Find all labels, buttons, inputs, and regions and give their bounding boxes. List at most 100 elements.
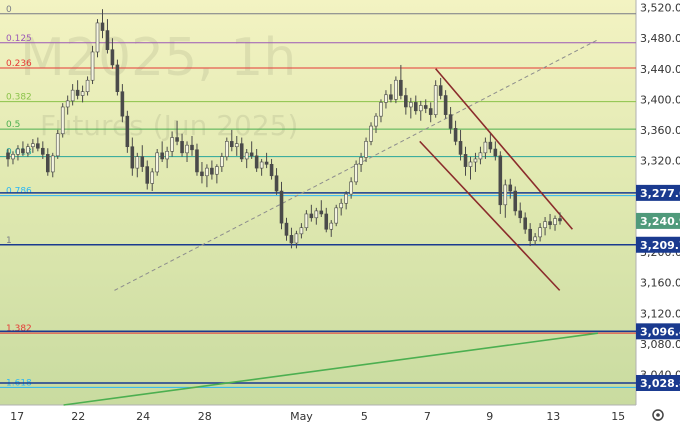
level-tag-1-text: 3,209.7 [640, 239, 680, 252]
candle-body [31, 143, 35, 148]
candle-body [229, 141, 234, 148]
candle [165, 146, 169, 169]
price-tick-label: 3,160.0 [640, 277, 680, 290]
candle [50, 152, 55, 178]
candle-body [314, 210, 319, 219]
time-axis-background [0, 405, 636, 427]
candle [488, 133, 493, 153]
candle [503, 179, 508, 218]
candle-body [155, 152, 159, 173]
candle [334, 204, 339, 227]
candle-body [543, 221, 547, 229]
candle [364, 137, 368, 162]
settings-gear-icon[interactable] [652, 409, 664, 421]
candle-body [120, 91, 125, 117]
candle [384, 90, 388, 109]
candle [394, 76, 398, 104]
candle-body [205, 167, 209, 177]
candle [100, 9, 105, 39]
candle-body [105, 30, 110, 50]
candle [274, 168, 279, 195]
candle-body [329, 222, 334, 230]
candle [85, 76, 90, 96]
candle-body [55, 133, 60, 157]
candle-body [379, 102, 383, 117]
candle [140, 145, 145, 172]
candle-body [21, 148, 25, 154]
candle [418, 100, 423, 121]
candle [36, 137, 40, 152]
candle-body [215, 166, 219, 175]
candle-body [264, 161, 269, 165]
candle [6, 149, 10, 167]
candle [413, 95, 418, 115]
candle [458, 129, 463, 161]
candle [344, 191, 348, 210]
candle-body [185, 144, 189, 154]
candle [528, 223, 532, 247]
candle-body [438, 85, 443, 96]
candle-body [319, 210, 324, 215]
fib-label-1: 0.125 [6, 34, 32, 44]
fib-label-2: 0.236 [6, 59, 32, 69]
candle-body [234, 143, 239, 148]
candle-body [60, 106, 65, 135]
fib-label-6: 0.786 [6, 187, 32, 197]
candle-body [344, 193, 348, 204]
candle-body [503, 184, 508, 206]
candle [130, 137, 135, 176]
candle [558, 212, 562, 225]
candle [483, 137, 488, 159]
trendlines [63, 39, 599, 406]
candle [11, 151, 15, 165]
candle [170, 131, 174, 157]
candle [369, 122, 373, 146]
candle [259, 158, 264, 176]
candle-body [349, 181, 353, 195]
candle [423, 99, 428, 114]
price-tick-label: 3,360.0 [640, 124, 680, 137]
candle [45, 148, 50, 176]
plot-background [0, 0, 636, 405]
candle [354, 160, 358, 185]
candle-body [299, 227, 304, 235]
candle-body [289, 235, 294, 244]
candle-body [36, 143, 40, 149]
candle [16, 145, 20, 161]
candle [473, 152, 478, 172]
candle-body [41, 147, 45, 155]
candle [205, 164, 209, 188]
candle-body [85, 79, 90, 92]
fib-label-4: 0.5 [6, 120, 20, 130]
candle-body [254, 155, 259, 169]
candle [294, 230, 299, 249]
candle-body [399, 79, 403, 96]
candle [229, 129, 234, 152]
candle-body [448, 114, 453, 129]
candle-body [70, 89, 75, 102]
candle [249, 141, 254, 159]
candle [508, 178, 513, 199]
candle [239, 137, 244, 162]
candle [359, 152, 363, 172]
candle [404, 87, 408, 115]
candle-body [200, 171, 204, 177]
candle-body [269, 163, 274, 177]
candle [41, 141, 45, 159]
candle-body [249, 152, 254, 157]
candle-body [135, 156, 140, 169]
candle-body [473, 158, 478, 163]
candle-body [384, 94, 388, 103]
price-tick-label: 3,320.0 [640, 154, 680, 167]
candle [190, 136, 194, 156]
candle [244, 149, 249, 169]
candle [443, 90, 448, 119]
candle-body [115, 64, 120, 92]
price-tick-label: 3,520.0 [640, 2, 680, 15]
candle-body [274, 175, 279, 192]
level-tag-0-text: 3,277.6 [640, 187, 680, 200]
candle [468, 156, 473, 180]
candle [543, 217, 547, 236]
candle-body [210, 167, 214, 175]
